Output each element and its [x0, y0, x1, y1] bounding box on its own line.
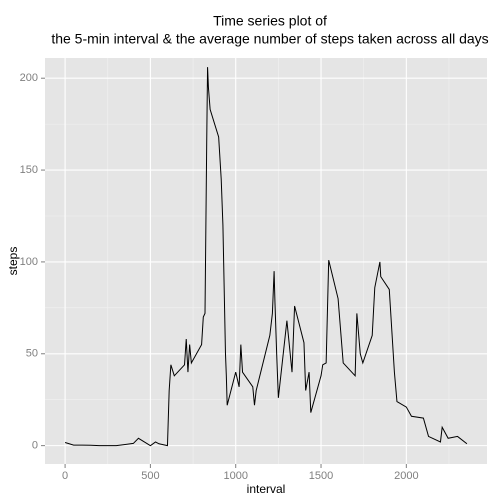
y-tick-label: 150: [20, 164, 38, 176]
data-line: [64, 67, 468, 447]
y-tick-label: 200: [20, 72, 38, 84]
chart-title-line-2: the 5-min interval & the average number …: [51, 31, 488, 47]
plot-panel: [45, 58, 487, 464]
y-tick-label: 100: [20, 256, 38, 268]
x-tick-label: 1000: [223, 470, 247, 482]
y-tick-label: 0: [32, 440, 38, 452]
y-tick-label: 50: [26, 348, 38, 360]
x-tick-label: 500: [141, 470, 159, 482]
chart-title-line-1: Time series plot of: [213, 13, 327, 29]
x-axis-label: interval: [247, 482, 286, 496]
x-tick-label: 1500: [309, 470, 333, 482]
y-axis-label: steps: [6, 247, 20, 276]
x-tick-label: 2000: [394, 470, 418, 482]
x-tick-label: 0: [62, 470, 68, 482]
